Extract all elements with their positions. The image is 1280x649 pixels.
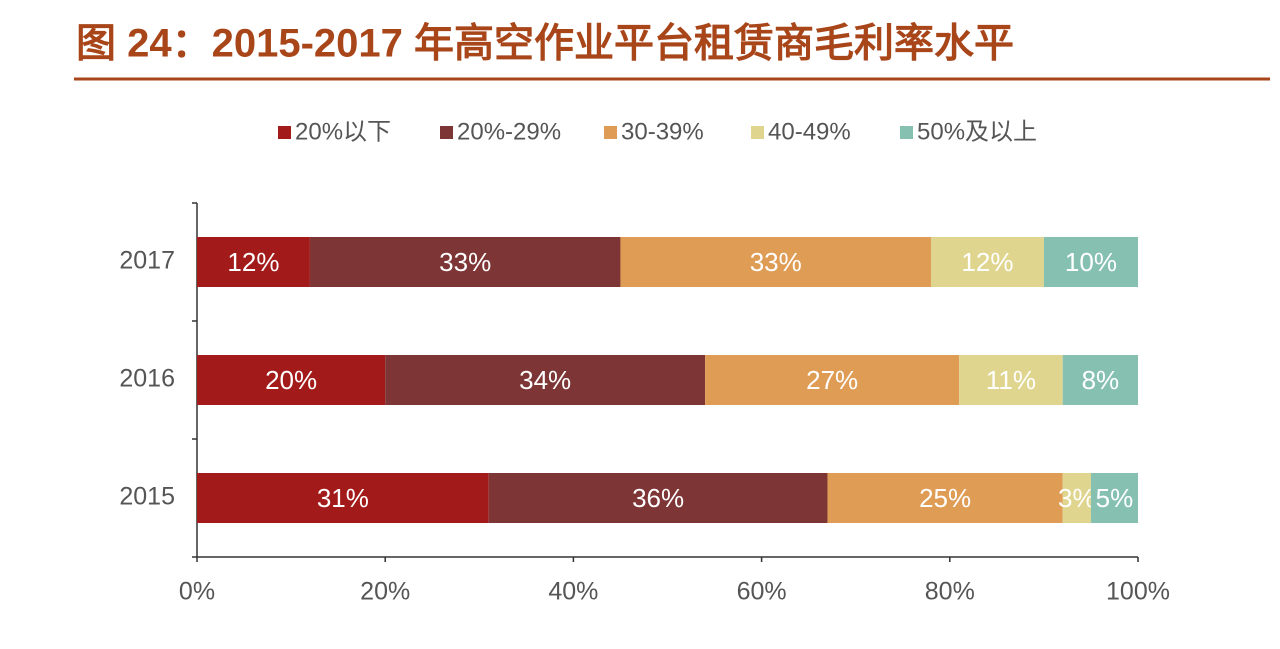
bar-segment bbox=[309, 237, 621, 287]
value-label: 12% bbox=[961, 247, 1013, 277]
y-tick-label: 2015 bbox=[119, 483, 175, 511]
bar-segment bbox=[930, 237, 1044, 287]
value-label: 25% bbox=[919, 483, 971, 513]
legend-swatch bbox=[604, 126, 617, 139]
legend-label: 20%以下 bbox=[295, 118, 391, 145]
legend-label: 30-39% bbox=[621, 118, 704, 145]
value-label: 10% bbox=[1065, 247, 1117, 277]
value-label: 3% bbox=[1058, 483, 1096, 513]
bar-segment bbox=[620, 237, 931, 287]
value-label: 36% bbox=[632, 483, 684, 513]
value-label: 33% bbox=[750, 247, 802, 277]
legend-swatch bbox=[278, 126, 291, 139]
bar-segment bbox=[1043, 237, 1138, 287]
value-label: 34% bbox=[519, 365, 571, 395]
value-label: 12% bbox=[227, 247, 279, 277]
x-tick-label: 40% bbox=[548, 578, 598, 606]
legend-swatch bbox=[900, 126, 913, 139]
bar-segment bbox=[385, 355, 706, 405]
legend-label: 40-49% bbox=[768, 118, 851, 145]
bar-segment bbox=[1090, 473, 1138, 523]
bar-segment bbox=[488, 473, 828, 523]
value-label: 20% bbox=[265, 365, 317, 395]
legend-swatch bbox=[440, 126, 453, 139]
legend-label: 20%-29% bbox=[457, 118, 561, 145]
bar-segment bbox=[197, 355, 386, 405]
x-tick-label: 20% bbox=[360, 578, 410, 606]
bar-segment bbox=[1062, 473, 1091, 523]
x-tick-label: 60% bbox=[737, 578, 787, 606]
legend-swatch bbox=[751, 126, 764, 139]
y-tick-label: 2016 bbox=[119, 365, 175, 393]
value-label: 31% bbox=[317, 483, 369, 513]
bar-segment bbox=[197, 237, 310, 287]
value-label: 11% bbox=[986, 365, 1036, 395]
y-tick-label: 2017 bbox=[119, 247, 175, 275]
bar-segment bbox=[1062, 355, 1138, 405]
x-tick-label: 0% bbox=[179, 578, 215, 606]
value-label: 33% bbox=[439, 247, 491, 277]
bar-segment bbox=[959, 355, 1063, 405]
bar-segment bbox=[197, 473, 489, 523]
value-label: 5% bbox=[1096, 483, 1134, 513]
x-tick-label: 100% bbox=[1106, 578, 1170, 606]
value-label: 27% bbox=[806, 365, 858, 395]
x-tick-label: 80% bbox=[925, 578, 975, 606]
bar-segment bbox=[705, 355, 960, 405]
value-label: 8% bbox=[1082, 365, 1120, 395]
chart-title: 图 24：2015-2017 年高空作业平台租赁商毛利率水平 bbox=[76, 22, 1014, 66]
bar-segment bbox=[827, 473, 1063, 523]
legend-label: 50%及以上 bbox=[917, 118, 1037, 145]
